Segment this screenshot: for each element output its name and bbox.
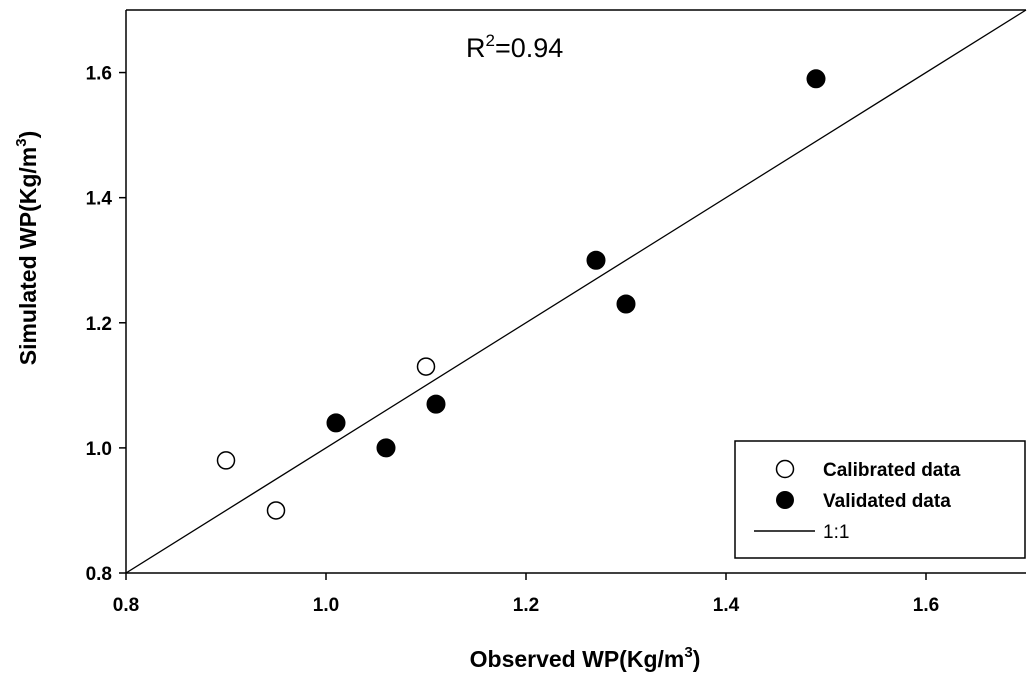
y-tick-label: 1.0	[86, 439, 112, 460]
legend-calibrated-marker	[775, 459, 795, 479]
legend-validated-label: Validated data	[823, 491, 951, 512]
validated-data-point	[616, 294, 636, 314]
x-axis-title-text: Observed WP(Kg/m	[470, 646, 685, 672]
y-tick-label: 1.6	[86, 64, 112, 85]
plot-frame	[125, 9, 1026, 574]
validated-data-point	[376, 438, 396, 458]
legend-validated-marker	[776, 491, 794, 509]
y-axis-title-sup: 3	[13, 138, 30, 146]
legend-calibrated-label: Calibrated data	[823, 460, 961, 481]
validated-data-point	[426, 394, 446, 414]
reference-line-1-1	[125, 9, 1027, 574]
calibrated-data-point	[216, 451, 236, 470]
r2-label: R	[466, 33, 486, 63]
y-axis-title-close: )	[15, 131, 41, 139]
y-axis-title: Simulated WP(Kg/m3)	[13, 131, 41, 366]
y-tick-label: 1.2	[86, 314, 112, 335]
x-tick-label: 1.0	[313, 595, 339, 616]
validated-data-point	[326, 413, 346, 433]
x-axis-title-close: )	[693, 646, 701, 672]
axis-ticks-layer: 0.8 1.0 1.2 1.4 1.6 0.8 1.0 1.2 1.4 1.6	[86, 64, 940, 616]
r2-superscript: 2	[486, 31, 495, 50]
data-points-layer	[216, 69, 826, 520]
y-tick-label: 0.8	[86, 564, 112, 585]
legend: Calibrated data Validated data 1:1	[734, 440, 1026, 559]
x-tick-label: 0.8	[113, 595, 139, 616]
x-tick-label: 1.6	[913, 595, 939, 616]
x-tick-label: 1.2	[513, 595, 539, 616]
validated-data-point	[806, 69, 826, 89]
x-axis-title: Observed WP(Kg/m3)	[470, 644, 701, 672]
x-axis-title-sup: 3	[684, 644, 692, 661]
legend-reference-label: 1:1	[823, 522, 849, 543]
validated-data-point	[586, 250, 606, 270]
calibrated-data-point	[266, 501, 286, 520]
reference-line-layer	[125, 9, 1027, 574]
y-tick-label: 1.4	[86, 189, 113, 210]
y-axis-title-text: Simulated WP(Kg/m	[15, 147, 41, 366]
r-squared-annotation: R2=0.94	[466, 31, 563, 63]
r2-value: =0.94	[495, 33, 563, 63]
calibrated-data-point	[416, 357, 436, 376]
x-tick-label: 1.4	[713, 595, 740, 616]
